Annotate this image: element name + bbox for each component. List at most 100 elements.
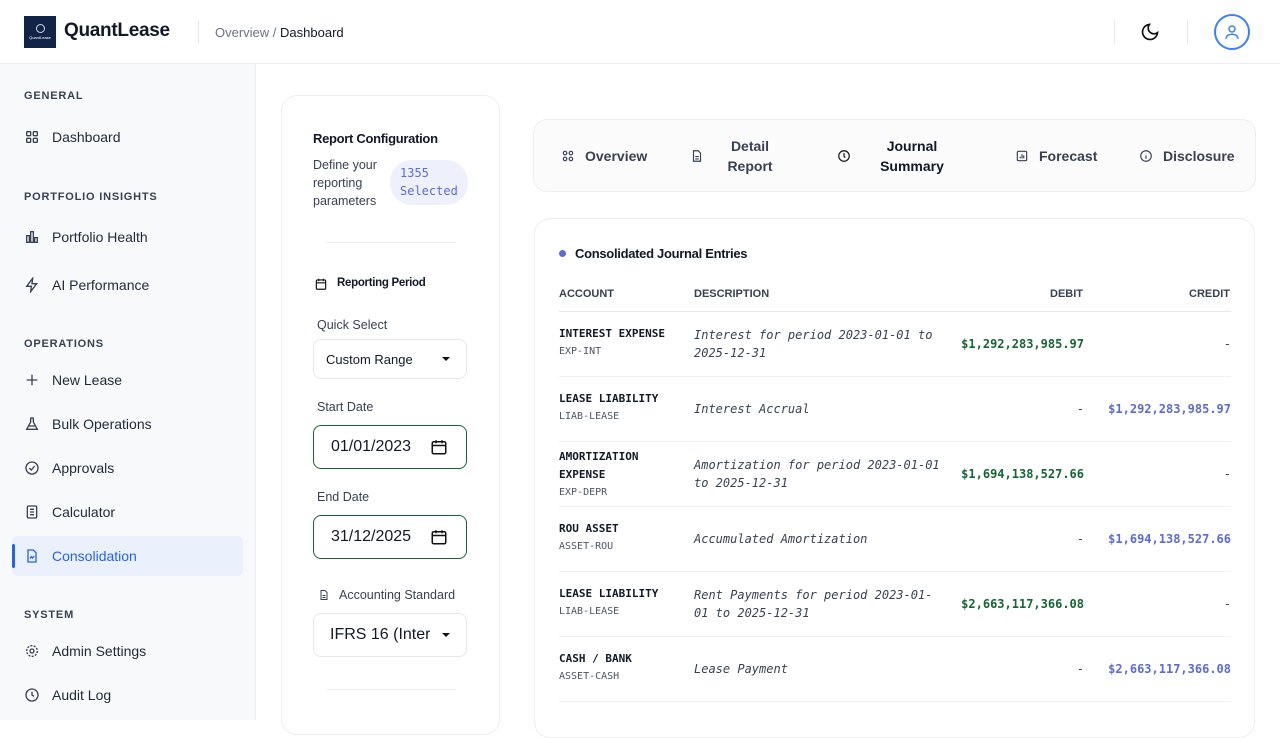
user-avatar-button[interactable]	[1214, 14, 1250, 50]
sidebar-item-dashboard[interactable]: Dashboard	[12, 117, 243, 157]
calculator-icon	[26, 505, 38, 519]
logo-text: QuantLease	[29, 35, 51, 40]
tab-forecast[interactable]: Forecast	[1015, 120, 1097, 191]
caret-down-icon	[442, 357, 450, 361]
tab-detail-report[interactable]: Detail Report	[690, 120, 780, 191]
status-dot-icon	[559, 250, 566, 257]
calendar-icon	[315, 278, 327, 290]
sidebar-item-label: Consolidation	[52, 548, 137, 564]
sidebar-item-label: Admin Settings	[52, 643, 147, 659]
debit-cell: $1,694,138,527.66	[961, 467, 1084, 481]
journal-title: Consolidated Journal Entries	[559, 246, 747, 261]
sidebar-item-admin-settings[interactable]: Admin Settings	[12, 631, 243, 671]
credit-cell: $1,694,138,527.66	[1108, 532, 1231, 546]
selected-count-badge: 1355 Selected	[390, 160, 468, 205]
table-row[interactable]: ROU ASSET ASSET-ROU Accumulated Amortizati…	[559, 507, 1231, 572]
account-code: LIAB-LEASE	[559, 606, 620, 617]
account-name: INTEREST EXPENSE	[559, 327, 665, 340]
report-tabs: Overview Detail Report Journal Summary F…	[533, 119, 1256, 192]
description-cell: Rent Payments for period 2023-01-01 to 2…	[694, 588, 933, 620]
divider	[326, 689, 456, 690]
check-circle-icon	[25, 461, 39, 475]
table-row[interactable]: LEASE LIABILITY LIAB-LEASE Rent Payments f…	[559, 572, 1231, 637]
credit-cell: $2,663,117,366.08	[1108, 662, 1231, 676]
accounting-standard-dropdown[interactable]: IFRS 16 (Interi	[313, 613, 467, 657]
plus-icon	[26, 374, 38, 386]
debit-cell: -	[1076, 662, 1084, 676]
sidebar-item-bulk-operations[interactable]: Bulk Operations	[12, 404, 243, 444]
config-description: Define your reporting parameters	[313, 158, 377, 208]
section-system: SYSTEM	[24, 609, 75, 621]
account-name: LEASE LIABILITY	[559, 587, 659, 600]
tab-label: Journal Summary	[880, 137, 944, 174]
breadcrumb-current: Dashboard	[280, 25, 344, 40]
quick-select-label: Quick Select	[317, 318, 388, 332]
end-date-input[interactable]: 31/12/2025	[313, 515, 467, 559]
account-code: ASSET-CASH	[559, 671, 620, 682]
sidebar-item-calculator[interactable]: Calculator	[12, 492, 243, 532]
sidebar-item-label: Dashboard	[52, 129, 121, 145]
credit-cell: -	[1223, 597, 1231, 611]
sidebar-item-new-lease[interactable]: New Lease	[12, 360, 243, 400]
sidebar-item-consolidation[interactable]: Consolidation	[12, 536, 243, 576]
description-cell: Interest Accrual	[694, 402, 810, 416]
table-row[interactable]: LEASE LIABILITY LIAB-LEASE Interest Accrua…	[559, 377, 1231, 442]
tab-disclosure[interactable]: Disclosure	[1139, 120, 1235, 191]
debit-cell: -	[1076, 532, 1084, 546]
divider	[198, 20, 199, 44]
sidebar-item-portfolio-health[interactable]: Portfolio Health	[12, 217, 243, 257]
breadcrumb-overview[interactable]: Overview /	[215, 25, 277, 40]
table-row[interactable]: INTEREST EXPENSE EXP-INT Interest for peri…	[559, 312, 1231, 377]
sidebar-item-label: New Lease	[52, 372, 123, 388]
tab-journal-summary[interactable]: Journal Summary	[837, 120, 947, 191]
sidebar-item-label: Bulk Operations	[52, 416, 152, 432]
sidebar-item-label: Approvals	[52, 460, 115, 476]
debit-cell: $2,663,117,366.08	[961, 597, 1084, 611]
account-cell: ROU ASSET ASSET-ROU	[559, 520, 679, 556]
sidebar-item-approvals[interactable]: Approvals	[12, 448, 243, 488]
user-icon	[1225, 25, 1239, 39]
description-cell: Amortization for period 2023-01-01 to 20…	[694, 458, 940, 490]
start-date-value: 01/01/2023	[331, 438, 412, 455]
table-row[interactable]: CASH / BANK ASSET-CASH Lease Payment - $2,66…	[559, 637, 1231, 702]
breadcrumb: Overview / Dashboard	[215, 25, 344, 40]
sidebar-item-label: AI Performance	[52, 277, 150, 293]
column-header-account: ACCOUNT	[559, 288, 614, 300]
table-row[interactable]: AMORTIZATION EXPENSE EXP-DEPR Amortization…	[559, 442, 1231, 507]
tab-overview[interactable]: Overview	[561, 120, 647, 191]
credit-cell: $1,292,283,985.97	[1108, 402, 1231, 416]
divider	[559, 311, 1231, 312]
clock-icon	[838, 149, 850, 162]
gear-icon	[26, 645, 38, 657]
account-cell: LEASE LIABILITY LIAB-LEASE	[559, 585, 679, 621]
end-date-label: End Date	[317, 490, 370, 504]
start-date-input[interactable]: 01/01/2023	[313, 425, 467, 469]
account-name: AMORTIZATION EXPENSE	[559, 450, 639, 481]
calendar-icon[interactable]	[430, 438, 448, 456]
account-cell: CASH / BANK ASSET-CASH	[559, 650, 679, 686]
column-header-debit: DEBIT	[1050, 288, 1083, 300]
bar-chart-icon	[26, 231, 38, 243]
start-date-label: Start Date	[317, 400, 374, 414]
sidebar-item-ai-performance[interactable]: AI Performance	[12, 265, 243, 305]
journal-title-text: Consolidated Journal Entries	[575, 246, 748, 261]
sidebar-item-audit-log[interactable]: Audit Log	[12, 675, 243, 715]
accounting-standard-label: Accounting Standard	[339, 588, 456, 602]
section-operations: OPERATIONS	[24, 338, 104, 350]
quick-select-dropdown[interactable]: Custom Range	[313, 339, 467, 379]
journal-entries-card: Consolidated Journal Entries ACCOUNT DES…	[534, 218, 1255, 738]
account-code: EXP-DEPR	[559, 487, 608, 498]
sidebar: GENERAL Dashboard PORTFOLIO INSIGHTS Por…	[0, 64, 256, 720]
moon-icon[interactable]	[1140, 22, 1160, 42]
calendar-icon[interactable]	[430, 528, 448, 546]
sidebar-item-label: Audit Log	[52, 687, 112, 703]
account-cell: INTEREST EXPENSE EXP-INT	[559, 325, 679, 361]
description-cell: Lease Payment	[694, 662, 788, 676]
tab-label: Overview	[585, 147, 648, 164]
column-header-credit: CREDIT	[1189, 288, 1230, 300]
app-logo[interactable]: QuantLease	[24, 16, 56, 48]
account-cell: LEASE LIABILITY LIAB-LEASE	[559, 390, 679, 426]
divider	[1187, 20, 1188, 44]
grid-icon	[25, 131, 38, 143]
clock-icon	[25, 688, 39, 702]
